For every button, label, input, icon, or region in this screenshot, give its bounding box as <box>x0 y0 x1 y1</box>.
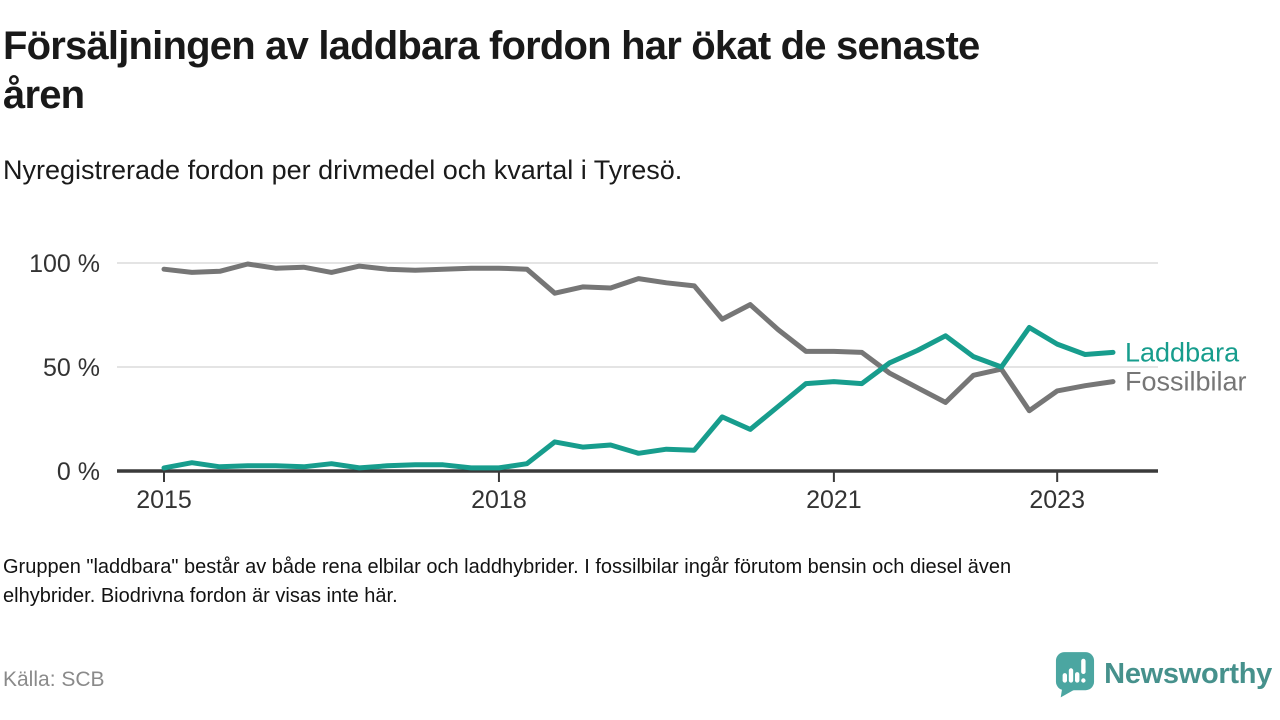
series-line-laddbara <box>161 325 1116 471</box>
chart-footnote: Gruppen "laddbara" består av både rena e… <box>3 553 1011 611</box>
legend-label-fossilbilar: Fossilbilar <box>1125 367 1247 397</box>
series-line-fossilbilar <box>161 261 1116 414</box>
y-axis-label: 0 % <box>57 458 100 486</box>
line-chart: 100 % 50 % 0 % 2015 2018 2021 2023 FossilbilarL… <box>29 250 1247 514</box>
legend-label-laddbara: Laddbara <box>1125 337 1240 367</box>
x-axis-label: 2015 <box>136 486 192 514</box>
source-label: Källa: SCB <box>3 668 105 691</box>
y-axis-label: 50 % <box>43 354 100 382</box>
x-axis-label: 2018 <box>471 486 527 514</box>
newsworthy-wordmark: Newsworthy <box>1104 658 1272 690</box>
newsworthy-speech-bubble-chart-icon <box>1056 652 1095 698</box>
title-line-2: åren <box>3 73 85 117</box>
footnote-line-2: elhybrider. Biodrivna fordon är visas in… <box>3 585 398 607</box>
footnote-line-1: Gruppen "laddbara" består av både rena e… <box>3 556 1012 578</box>
title-line-1: Försäljningen av laddbara fordon har öka… <box>3 24 980 68</box>
y-axis-label: 100 % <box>29 250 100 278</box>
page-title: Försäljningen av laddbara fordon har öka… <box>3 22 980 120</box>
x-axis-label: 2021 <box>806 486 862 514</box>
x-axis-label: 2023 <box>1029 486 1085 514</box>
newsworthy-logo[interactable]: Newsworthy <box>1055 651 1272 698</box>
chart-subtitle: Nyregistrerade fordon per drivmedel och … <box>3 155 683 185</box>
